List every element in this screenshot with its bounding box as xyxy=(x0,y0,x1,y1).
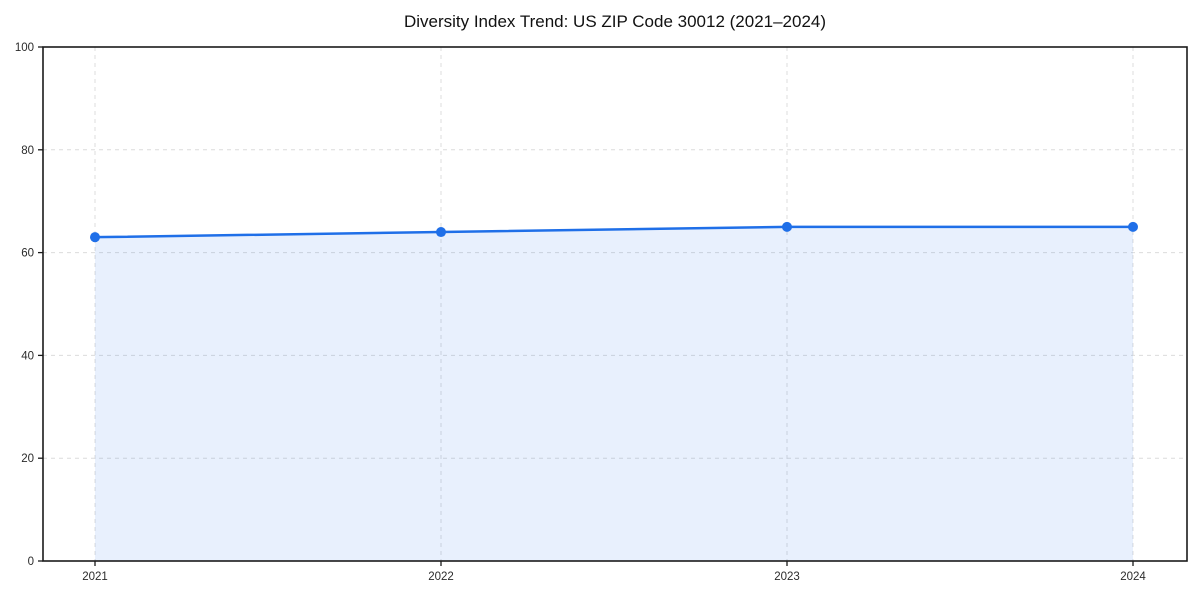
y-tick-label: 20 xyxy=(21,453,34,465)
data-point-2022 xyxy=(436,227,446,238)
chart-title: Diversity Index Trend: US ZIP Code 30012… xyxy=(403,12,827,31)
x-tick-label: 2023 xyxy=(774,571,800,583)
data-point-2021 xyxy=(90,232,100,243)
plot-border xyxy=(42,46,1188,562)
x-tick-label: 2024 xyxy=(1120,571,1146,583)
y-tick-label: 0 xyxy=(28,556,34,568)
y-tick-label: 40 xyxy=(21,350,34,362)
area-fill xyxy=(95,226,1133,561)
trend-line xyxy=(93,225,1135,239)
y-tick-label: 80 xyxy=(21,145,34,157)
y-tick-label: 60 xyxy=(21,248,34,260)
y-tick-label: 100 xyxy=(15,42,34,54)
x-tick-label: 2022 xyxy=(428,571,454,583)
x-tick-label: 2021 xyxy=(82,571,108,583)
data-point-2023 xyxy=(782,221,792,232)
data-point-2024 xyxy=(1128,221,1138,232)
